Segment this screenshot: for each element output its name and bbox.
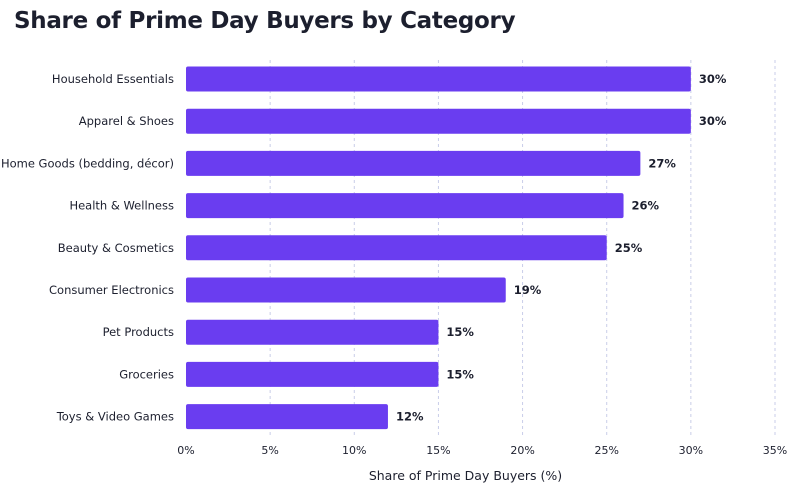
bar [186, 108, 691, 134]
value-label: 19% [514, 283, 542, 297]
x-tick-label: 10% [342, 444, 366, 457]
bar [186, 235, 607, 261]
chart-title: Share of Prime Day Buyers by Category [14, 8, 516, 34]
category-labels: Household Essentials Apparel & Shoes Home … [1, 72, 174, 424]
value-label: 15% [446, 325, 474, 339]
category-label: Household Essentials [52, 72, 174, 86]
x-tick-label: 0% [177, 444, 194, 457]
x-tick-label: 15% [426, 444, 450, 457]
bar [186, 66, 691, 92]
value-labels: 30% 30% 27% 26% 25% 19% 15% 15% 12% [396, 72, 727, 424]
category-label: Home Goods (bedding, décor) [1, 156, 174, 170]
value-label: 26% [632, 199, 660, 213]
value-label: 30% [699, 72, 727, 86]
category-label: Pet Products [103, 325, 174, 339]
category-label: Consumer Electronics [49, 283, 174, 297]
bar [186, 193, 624, 219]
x-tick-labels: 0% 5% 10% 15% 20% 25% 30% 35% [177, 444, 787, 457]
value-label: 27% [648, 156, 676, 170]
x-axis-title: Share of Prime Day Buyers (%) [369, 468, 562, 483]
category-label: Apparel & Shoes [79, 114, 174, 128]
value-label: 30% [699, 114, 727, 128]
category-label: Toys & Video Games [56, 410, 174, 424]
bars [186, 66, 691, 430]
category-label: Groceries [119, 367, 174, 381]
x-tick-label: 25% [594, 444, 618, 457]
x-tick-label: 35% [763, 444, 787, 457]
x-tick-label: 20% [510, 444, 534, 457]
bar [186, 319, 439, 345]
bar [186, 361, 439, 387]
bar [186, 150, 641, 176]
category-label: Beauty & Cosmetics [58, 241, 174, 255]
x-tick-label: 5% [261, 444, 278, 457]
value-label: 12% [396, 410, 424, 424]
value-label: 25% [615, 241, 643, 255]
bar [186, 277, 506, 303]
bar [186, 404, 388, 430]
category-label: Health & Wellness [69, 199, 174, 213]
x-tick-label: 30% [679, 444, 703, 457]
value-label: 15% [446, 367, 474, 381]
